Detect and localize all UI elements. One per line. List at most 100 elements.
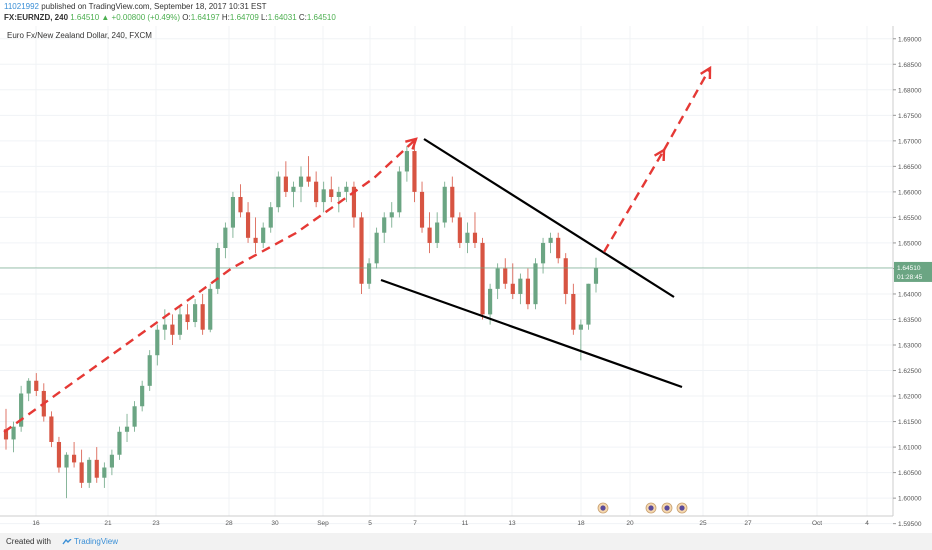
candle-body bbox=[336, 191, 341, 197]
event-flag-icon bbox=[600, 505, 606, 511]
x-tick-label: 30 bbox=[271, 520, 279, 527]
low-value: 1.64031 bbox=[267, 13, 297, 22]
candle-body bbox=[306, 176, 311, 182]
plot-background bbox=[0, 26, 893, 516]
publisher-link[interactable]: 11021992 bbox=[4, 2, 39, 11]
trendline[interactable] bbox=[380, 278, 683, 389]
candle-body bbox=[253, 237, 258, 243]
candle-body bbox=[374, 232, 379, 264]
tradingview-brand[interactable]: TradingView bbox=[62, 537, 118, 546]
candle-body bbox=[344, 186, 349, 192]
x-tick-label: 20 bbox=[626, 520, 634, 527]
candle-body bbox=[3, 429, 9, 440]
candle-body bbox=[540, 242, 546, 264]
candle-body bbox=[397, 171, 402, 213]
close-label: C: bbox=[298, 13, 307, 22]
candle-body bbox=[359, 217, 364, 284]
x-tick-label: 27 bbox=[744, 520, 752, 527]
last-price: 1.64510 bbox=[70, 13, 100, 22]
x-tick-label: 25 bbox=[699, 520, 707, 527]
y-tick-label: 1.60000 bbox=[898, 496, 922, 503]
candle-body bbox=[450, 186, 455, 218]
x-tick-label: Oct bbox=[812, 520, 822, 527]
y-tick-label: 1.61000 bbox=[898, 445, 922, 452]
candle-body bbox=[11, 426, 16, 440]
candle-body bbox=[268, 207, 273, 228]
y-tick-label: 1.68000 bbox=[898, 87, 922, 94]
candle-body bbox=[495, 268, 500, 289]
candle-body bbox=[185, 314, 190, 323]
candle-body bbox=[208, 288, 213, 330]
candle-body bbox=[215, 248, 220, 289]
candle-body bbox=[329, 189, 334, 197]
candle-body bbox=[465, 232, 470, 243]
y-tick-label: 1.64000 bbox=[898, 291, 922, 298]
candlestick-chart[interactable]: 1.69000 1.68500 1.68000 1.67500 1.67000 1.665… bbox=[0, 26, 932, 536]
candle-body bbox=[245, 212, 251, 238]
y-tick-label: 1.62000 bbox=[898, 394, 922, 401]
last-price-label: 1.64510 bbox=[897, 265, 921, 272]
candle-body bbox=[193, 304, 198, 323]
candle-body bbox=[578, 324, 583, 330]
y-tick-label: 1.65000 bbox=[898, 240, 922, 247]
candle-body bbox=[162, 324, 167, 330]
candle-body bbox=[593, 267, 599, 284]
projection-arrow[interactable] bbox=[3, 138, 417, 433]
candle-body bbox=[79, 462, 84, 483]
y-tick-label: 1.67500 bbox=[898, 113, 922, 120]
created-with-text: Created with bbox=[6, 537, 51, 546]
arrow-head bbox=[405, 137, 418, 150]
candle-body bbox=[200, 304, 205, 330]
symbol-label[interactable]: FX:EURNZD, 240 bbox=[4, 13, 69, 22]
y-tick-label: 1.65500 bbox=[898, 215, 922, 222]
candle-body bbox=[556, 237, 561, 259]
candle-body bbox=[87, 459, 92, 483]
x-tick-label: 21 bbox=[104, 520, 112, 527]
y-tick-label: 1.66500 bbox=[898, 164, 922, 171]
candle-body bbox=[230, 196, 236, 228]
last-price-badge bbox=[894, 261, 932, 282]
trendline[interactable] bbox=[423, 138, 675, 298]
close-value: 1.64510 bbox=[306, 13, 336, 22]
candle-body bbox=[132, 406, 137, 427]
x-tick-label: 4 bbox=[865, 520, 869, 527]
candle-body bbox=[457, 217, 462, 243]
candle-body bbox=[351, 186, 357, 218]
candle-body bbox=[419, 191, 425, 228]
chart-title: Euro Fx/New Zealand Dollar, 240, FXCM bbox=[7, 31, 152, 40]
candle-body bbox=[321, 189, 326, 203]
chart-area[interactable]: 1.69000 1.68500 1.68000 1.67500 1.67000 1.665… bbox=[0, 26, 932, 536]
x-tick-label: 11 bbox=[462, 520, 469, 527]
candle-body bbox=[291, 186, 296, 192]
candle-body bbox=[26, 380, 31, 394]
candle-body bbox=[510, 283, 515, 294]
candle-body bbox=[503, 268, 508, 284]
x-tick-label: 16 bbox=[32, 520, 40, 527]
candle-body bbox=[49, 416, 54, 442]
open-label: O: bbox=[182, 13, 191, 22]
high-value: 1.64709 bbox=[229, 13, 259, 22]
x-tick-label: 7 bbox=[413, 520, 417, 527]
candle-body bbox=[276, 176, 281, 208]
y-tick-label: 1.61500 bbox=[898, 419, 922, 426]
open-value: 1.64197 bbox=[190, 13, 220, 22]
y-tick-label: 1.60500 bbox=[898, 470, 922, 477]
x-tick-label: 18 bbox=[577, 520, 585, 527]
projection-arrow[interactable] bbox=[662, 67, 712, 151]
arrow-head bbox=[700, 65, 712, 80]
low-label: L: bbox=[261, 13, 268, 22]
countdown-label: 01:28:45 bbox=[897, 274, 923, 281]
projection-arrow[interactable] bbox=[602, 149, 666, 253]
candle-body bbox=[56, 441, 62, 468]
candle-body bbox=[117, 431, 122, 455]
candle-body bbox=[170, 324, 175, 335]
candle-body bbox=[366, 263, 372, 284]
candle-body bbox=[427, 227, 432, 243]
y-tick-label: 1.68500 bbox=[898, 62, 922, 69]
x-tick-label: 28 bbox=[225, 520, 233, 527]
x-tick-label: 13 bbox=[508, 520, 516, 527]
y-tick-label: 1.62500 bbox=[898, 368, 922, 375]
candle-body bbox=[571, 293, 576, 330]
candle-body bbox=[404, 151, 409, 172]
candle-body bbox=[19, 393, 24, 427]
